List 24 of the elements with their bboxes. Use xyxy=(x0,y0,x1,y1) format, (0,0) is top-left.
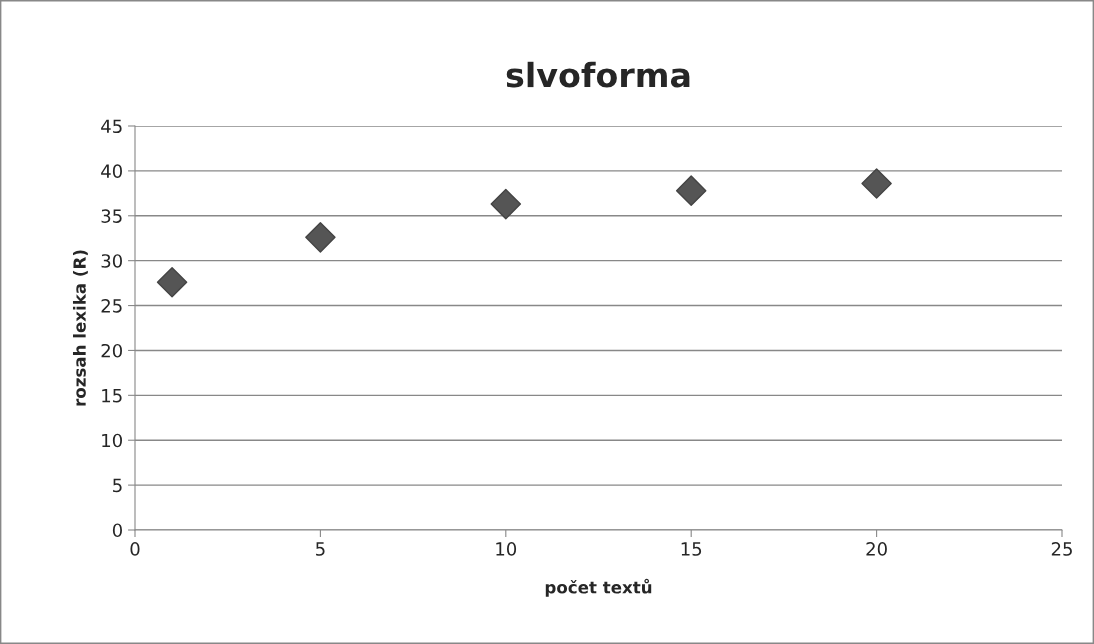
y-tick-label: 15 xyxy=(102,389,122,403)
y-tick-label: 45 xyxy=(101,119,122,134)
y-tick-label: 30 xyxy=(101,254,122,268)
y-axis-title: rozsah lexika (R) xyxy=(72,250,88,406)
x-tick-label: 0 xyxy=(130,542,140,556)
y-tick-label: 0 xyxy=(112,523,122,538)
y-tick-label: 5 xyxy=(113,478,122,493)
x-tick-label: 15 xyxy=(681,542,702,556)
x-tick-label: 10 xyxy=(496,542,517,556)
y-tick-label: 10 xyxy=(102,433,122,448)
point xyxy=(675,175,707,206)
y-tick-label: 20 xyxy=(101,343,122,358)
chart-title: slvoforma xyxy=(506,61,690,88)
x-tick-label: 20 xyxy=(866,542,887,556)
x-tick-label: 25 xyxy=(1051,542,1072,556)
y-tick-label: 40 xyxy=(101,164,122,179)
point xyxy=(156,266,188,298)
x-axis-title: počet textů xyxy=(545,578,652,597)
point xyxy=(861,168,892,199)
x-tick-label: 5 xyxy=(316,542,325,556)
y-tick-label: 35 xyxy=(101,209,122,223)
point xyxy=(305,222,336,253)
point xyxy=(490,188,522,220)
y-tick-label: 25 xyxy=(101,299,122,313)
